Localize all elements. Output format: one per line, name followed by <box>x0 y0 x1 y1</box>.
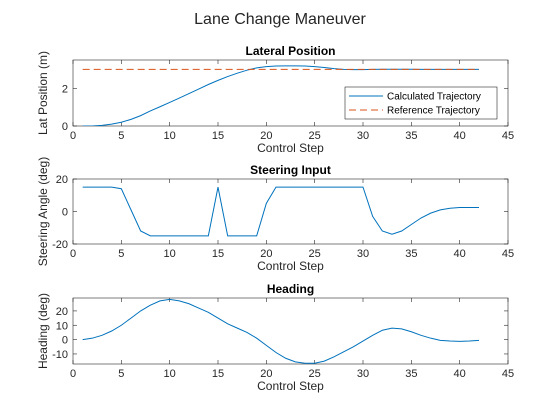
heading-ytick-label: 20 <box>56 306 68 318</box>
lateral-position-ytick-label: 2 <box>62 83 68 95</box>
steering-input-xtick-label: 40 <box>454 248 466 260</box>
steering-input-xtick-label: 25 <box>309 248 321 260</box>
lateral-position-title: Lateral Position <box>245 44 335 58</box>
steering-input-ylabel: Steering Angle (deg) <box>36 157 50 266</box>
heading-xtick-label: 45 <box>502 368 514 380</box>
heading-xtick-label: 0 <box>70 368 76 380</box>
lateral-position-xtick-label: 45 <box>502 130 514 142</box>
lateral-position-xtick-label: 30 <box>357 130 369 142</box>
steering-input-xtick-label: 35 <box>405 248 417 260</box>
lateral-position-xtick-label: 10 <box>164 130 176 142</box>
lateral-position-xlabel: Control Step <box>257 141 324 155</box>
lateral-position-legend: Calculated Trajectory Reference Trajector… <box>344 86 498 120</box>
heading-series-line <box>82 298 480 364</box>
steering-input-xtick-label: 0 <box>70 248 76 260</box>
steering-input-ytick-label: 20 <box>56 174 68 186</box>
steering-input-xtick-label: 5 <box>118 248 124 260</box>
heading-title: Heading <box>267 282 314 296</box>
heading-ytick-label: 10 <box>56 320 68 332</box>
heading-xlabel: Control Step <box>257 379 324 393</box>
subplots: Lateral Position 0 5 10 15 20 25 30 35 40 45 0 2 Cont… <box>36 44 514 393</box>
heading-axes-box <box>72 297 509 365</box>
steering-input-ytick-label: -20 <box>52 239 68 251</box>
lateral-position-xtick-label: 40 <box>454 130 466 142</box>
steering-input-xtick-label: 10 <box>164 248 176 260</box>
steering-input-axes-box <box>72 178 509 245</box>
heading-xtick-label: 10 <box>164 368 176 380</box>
lateral-position-xtick-label: 25 <box>309 130 321 142</box>
steering-input-title: Steering Input <box>250 163 331 177</box>
heading-ylabel: Heading (deg) <box>36 293 50 369</box>
heading-xtick-label: 30 <box>357 368 369 380</box>
figure-title: Lane Change Maneuver <box>194 11 366 28</box>
steering-input-ytick-label: 0 <box>62 207 68 219</box>
heading-xtick-label: 25 <box>309 368 321 380</box>
lateral-position-xtick-label: 35 <box>405 130 417 142</box>
heading-ytick-label: 0 <box>62 335 68 347</box>
steering-input-xtick-label: 45 <box>502 248 514 260</box>
heading-xtick-label: 5 <box>118 368 124 380</box>
heading-xtick-label: 35 <box>405 368 417 380</box>
heading-ytick-label: -10 <box>52 349 68 361</box>
steering-input-xtick-label: 15 <box>212 248 224 260</box>
legend-entry: Calculated Trajectory <box>387 92 481 103</box>
lateral-position-ylabel: Lat Position (m) <box>36 51 50 135</box>
lateral-position-ytick-label: 0 <box>62 121 68 133</box>
lateral-position-xtick-label: 0 <box>70 130 76 142</box>
steering-input-xlabel: Control Step <box>257 259 324 273</box>
legend-box <box>344 86 498 120</box>
lateral-position-xtick-label: 15 <box>212 130 224 142</box>
heading-xtick-label: 15 <box>212 368 224 380</box>
lateral-position-panel: Lateral Position 0 5 10 15 20 25 30 35 40 45 0 2 Cont… <box>36 44 514 155</box>
lateral-position-xtick-label: 20 <box>260 130 272 142</box>
heading-xtick-label: 20 <box>260 368 272 380</box>
legend-entry: Reference Trajectory <box>387 106 480 117</box>
steering-input-series-line <box>82 186 479 237</box>
lateral-position-xtick-label: 5 <box>118 130 124 142</box>
heading-xtick-label: 40 <box>454 368 466 380</box>
steering-input-xtick-label: 20 <box>260 248 272 260</box>
steering-input-xtick-label: 30 <box>357 248 369 260</box>
